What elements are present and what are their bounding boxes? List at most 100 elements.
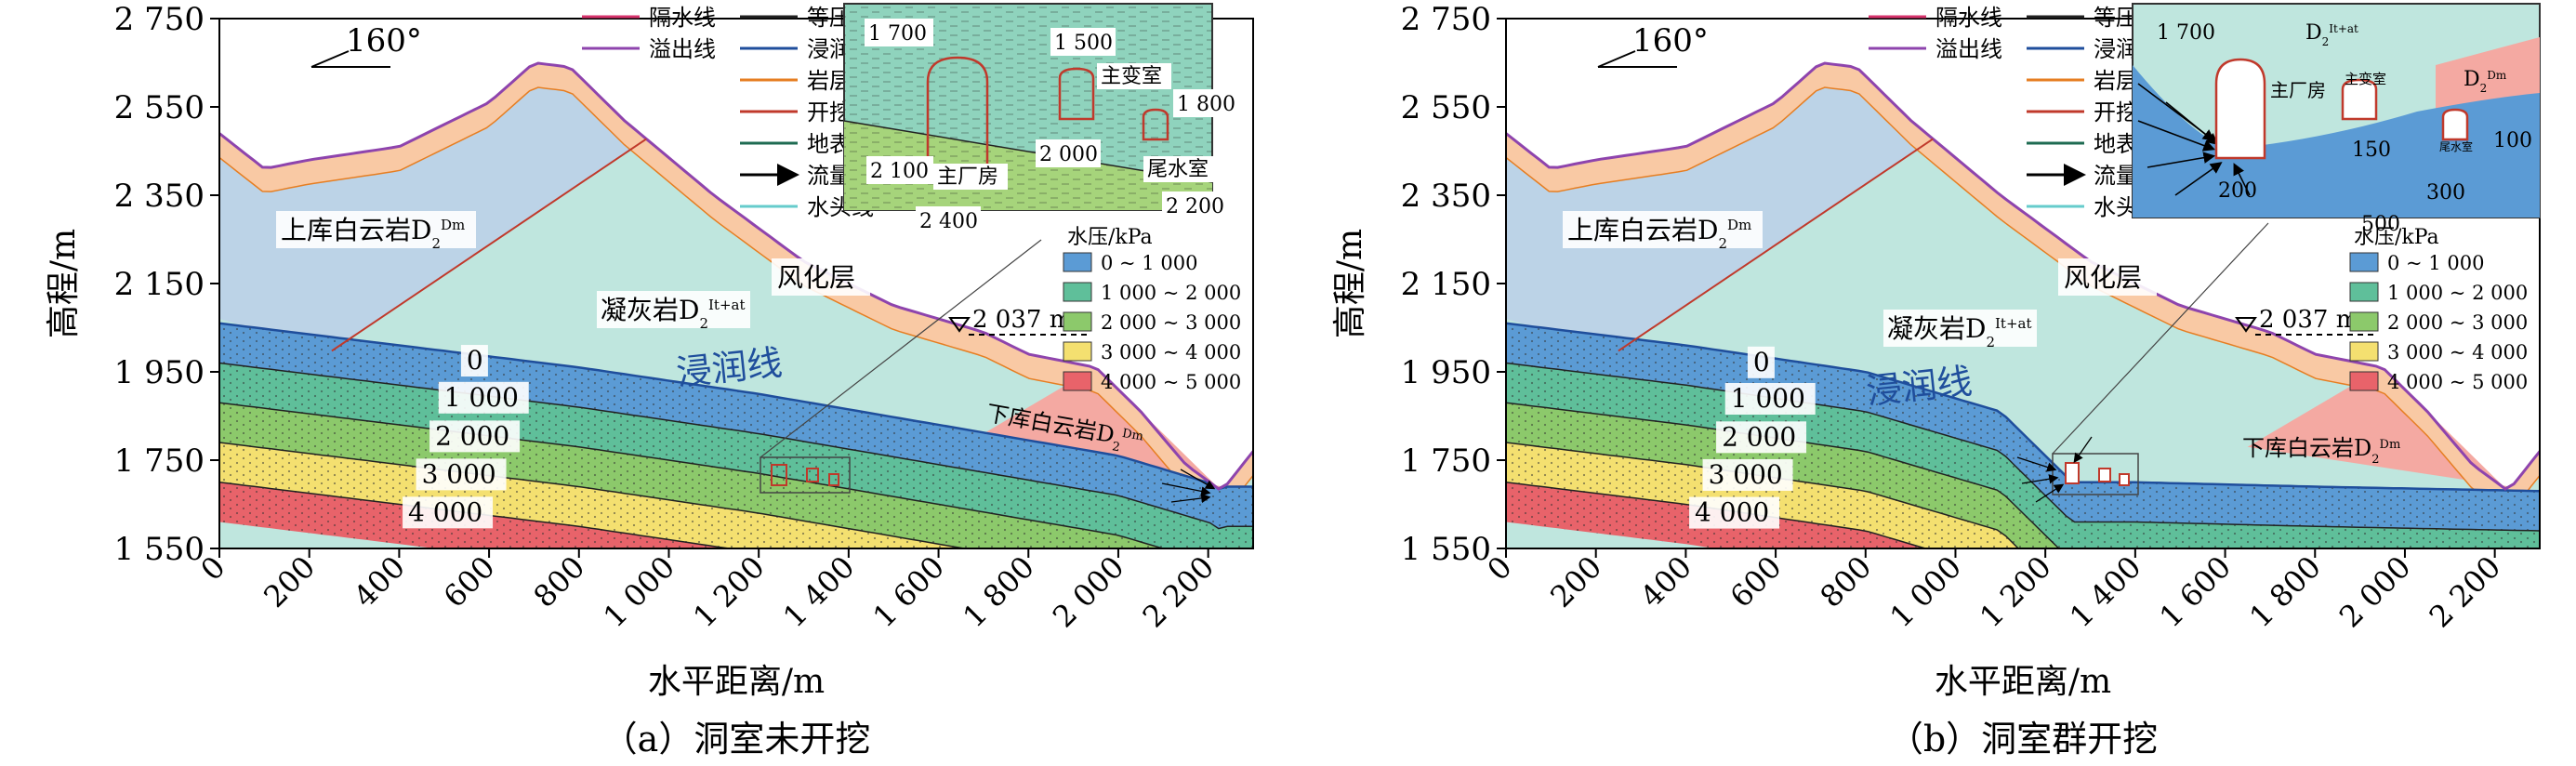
pressure-legend-label: 4 000 ~ 5 000 (2387, 371, 2528, 393)
svg-text:2 000: 2 000 (1039, 143, 1098, 166)
x-axis-ticks: 0 200 400 600 800 1 000 1 200 1 400 1 600 1 800 2 … (193, 548, 1221, 634)
svg-text:500: 500 (2361, 213, 2400, 236)
x-tick-label: 200 (257, 549, 322, 614)
svg-text:1 000: 1 000 (444, 382, 519, 413)
svg-text:D2Dm: D2Dm (2464, 68, 2507, 95)
pressure-legend-label: 1 000 ~ 2 000 (1101, 282, 1241, 304)
svg-text:4 000: 4 000 (1695, 497, 1769, 528)
ground-surface-line (219, 61, 1253, 491)
pressure-legend-label: 1 000 ~ 2 000 (2387, 282, 2528, 304)
isobar-line (219, 402, 1166, 548)
svg-text:主厂房: 主厂房 (2270, 79, 2326, 101)
panel-a: 1 550 1 750 1 950 2 150 2 350 2 550 2 750 0 200… (45, 1, 1254, 759)
isobar-line (219, 362, 1253, 530)
isobar-line (219, 442, 969, 548)
main-hall-outline (926, 56, 989, 169)
y-tick-label: 1 950 (114, 354, 205, 391)
water-level-marker: 2 037 m (2235, 306, 2376, 336)
svg-text:风化层: 风化层 (2064, 262, 2142, 293)
x-tick-label: 1 000 (596, 549, 681, 635)
svg-text:0: 0 (1753, 347, 1770, 377)
y-tick-label: 2 750 (1401, 1, 1491, 38)
isobar-line (219, 482, 734, 548)
contour-labels: 0 1 000 2 000 3 000 4 000 (1689, 346, 1816, 529)
svg-text:2 000: 2 000 (1722, 421, 1796, 452)
x-tick-label: 2 000 (2332, 549, 2418, 635)
contour-label: 0 (1747, 346, 1775, 378)
cavern-markers (2065, 462, 2130, 486)
y-tick-label: 2 550 (114, 89, 205, 126)
svg-text:2 400: 2 400 (919, 210, 978, 233)
svg-text:200: 200 (2218, 179, 2257, 203)
svg-text:160°: 160° (1632, 22, 1709, 59)
svg-text:3 000: 3 000 (422, 458, 496, 489)
y-tick-label: 1 750 (1401, 442, 1491, 480)
y-tick-label: 1 950 (1401, 354, 1491, 391)
y-tick-label: 1 550 (114, 531, 205, 568)
ground-surface-line (1506, 61, 2540, 491)
x-axis-label: 水平距离/m (648, 663, 825, 701)
panel-caption: （b）洞室群开挖 (1888, 719, 2158, 759)
contour-label: 0 (460, 345, 488, 377)
x-tick-label: 1 800 (956, 549, 1041, 635)
y-axis-ticks: 1 550 1 750 1 950 2 150 2 350 2 550 2 750 (1401, 1, 1506, 568)
weathered-label: 风化层 (2058, 258, 2157, 296)
pressure-legend-label: 2 000 ~ 3 000 (1101, 311, 1241, 334)
svg-text:2 037 m: 2 037 m (2259, 306, 2358, 334)
x-tick-label: 800 (1813, 549, 1878, 614)
svg-text:主厂房: 主厂房 (937, 165, 998, 189)
x-axis-label: 水平距离/m (1935, 663, 2111, 701)
direction-marker: 160° (310, 22, 422, 68)
y-axis-label: 高程/m (45, 229, 83, 338)
svg-text:4 000: 4 000 (408, 496, 482, 527)
pressure-legend-title: 水压/kPa (2354, 226, 2439, 249)
upper-rock-label: 上库白云岩D2Dm (1563, 211, 1763, 252)
x-tick-label: 600 (1724, 549, 1789, 614)
pressure-legend-label: 3 000 ~ 4 000 (1101, 341, 1241, 363)
x-tick-label: 400 (1633, 549, 1698, 614)
x-tick-label: 600 (437, 549, 502, 614)
svg-text:D2It+at: D2It+at (2305, 21, 2358, 48)
svg-text:主变室: 主变室 (1101, 65, 1162, 88)
isobar-line (1506, 362, 2540, 532)
pressure-legend: 水压/kPa 0 ~ 1 000 1 000 ~ 2 000 2 000 ~ 3 00… (2349, 226, 2528, 393)
svg-text:上库白云岩D2Dm: 上库白云岩D2Dm (1567, 215, 1751, 252)
detail-inset: 1 700 1 500 1 800 2 100 2 000 2 400 2 20… (843, 3, 1238, 234)
svg-text:1 700: 1 700 (2157, 21, 2215, 45)
y-tick-label: 2 150 (1401, 266, 1491, 303)
water-level-marker: 2 037 m (948, 306, 1090, 336)
svg-text:2 037 m: 2 037 m (972, 306, 1072, 334)
detail-inset: 1 700 200 150 100 300 500 D2It+at D2Dm 主… (2132, 3, 2541, 236)
svg-text:1 700: 1 700 (868, 22, 927, 46)
svg-text:2 200: 2 200 (1166, 195, 1224, 218)
upper-rock-label: 上库白云岩D2Dm (276, 211, 476, 252)
svg-text:2 100: 2 100 (870, 160, 929, 183)
pressure-legend-label: 4 000 ~ 5 000 (1101, 371, 1241, 393)
contour-label: 4 000 (1689, 496, 1780, 529)
svg-text:尾水室: 尾水室 (1147, 158, 1209, 181)
svg-text:100: 100 (2493, 129, 2532, 152)
upper-dolomite-layer (219, 63, 647, 351)
svg-text:1 000: 1 000 (1731, 383, 1805, 414)
pressure-legend: 水压/kPa 0 ~ 1 000 1 000 ~ 2 000 2 000 ~ 3 00… (1063, 226, 1241, 393)
x-tick-label: 200 (1543, 549, 1608, 614)
contour-label: 1 000 (1724, 383, 1816, 415)
isobar-line (1506, 442, 2020, 548)
cavern-markers (771, 464, 839, 486)
svg-text:尾水室: 尾水室 (2439, 139, 2473, 153)
y-tick-label: 2 150 (114, 266, 205, 303)
svg-text:2 000: 2 000 (435, 420, 509, 451)
svg-text:1 500: 1 500 (1054, 32, 1113, 55)
x-tick-label: 400 (347, 549, 412, 614)
tuff-label: 凝灰岩D2It+at (597, 291, 750, 332)
x-tick-label: 1 000 (1882, 549, 1968, 635)
flow-arrows (1161, 469, 1216, 504)
x-tick-label: 1 400 (776, 549, 862, 635)
lower-rock-label: 下库白云岩D2Dm (2242, 435, 2400, 467)
phreatic-line (219, 322, 1253, 491)
tailrace-outline (2441, 108, 2469, 141)
x-axis-ticks: 0 200 400 600 800 1 000 1 200 1 400 1 600 1 800 2 … (1480, 548, 2507, 634)
pressure-legend-title: 水压/kPa (1067, 226, 1153, 249)
x-tick-label: 2 200 (2423, 549, 2508, 635)
